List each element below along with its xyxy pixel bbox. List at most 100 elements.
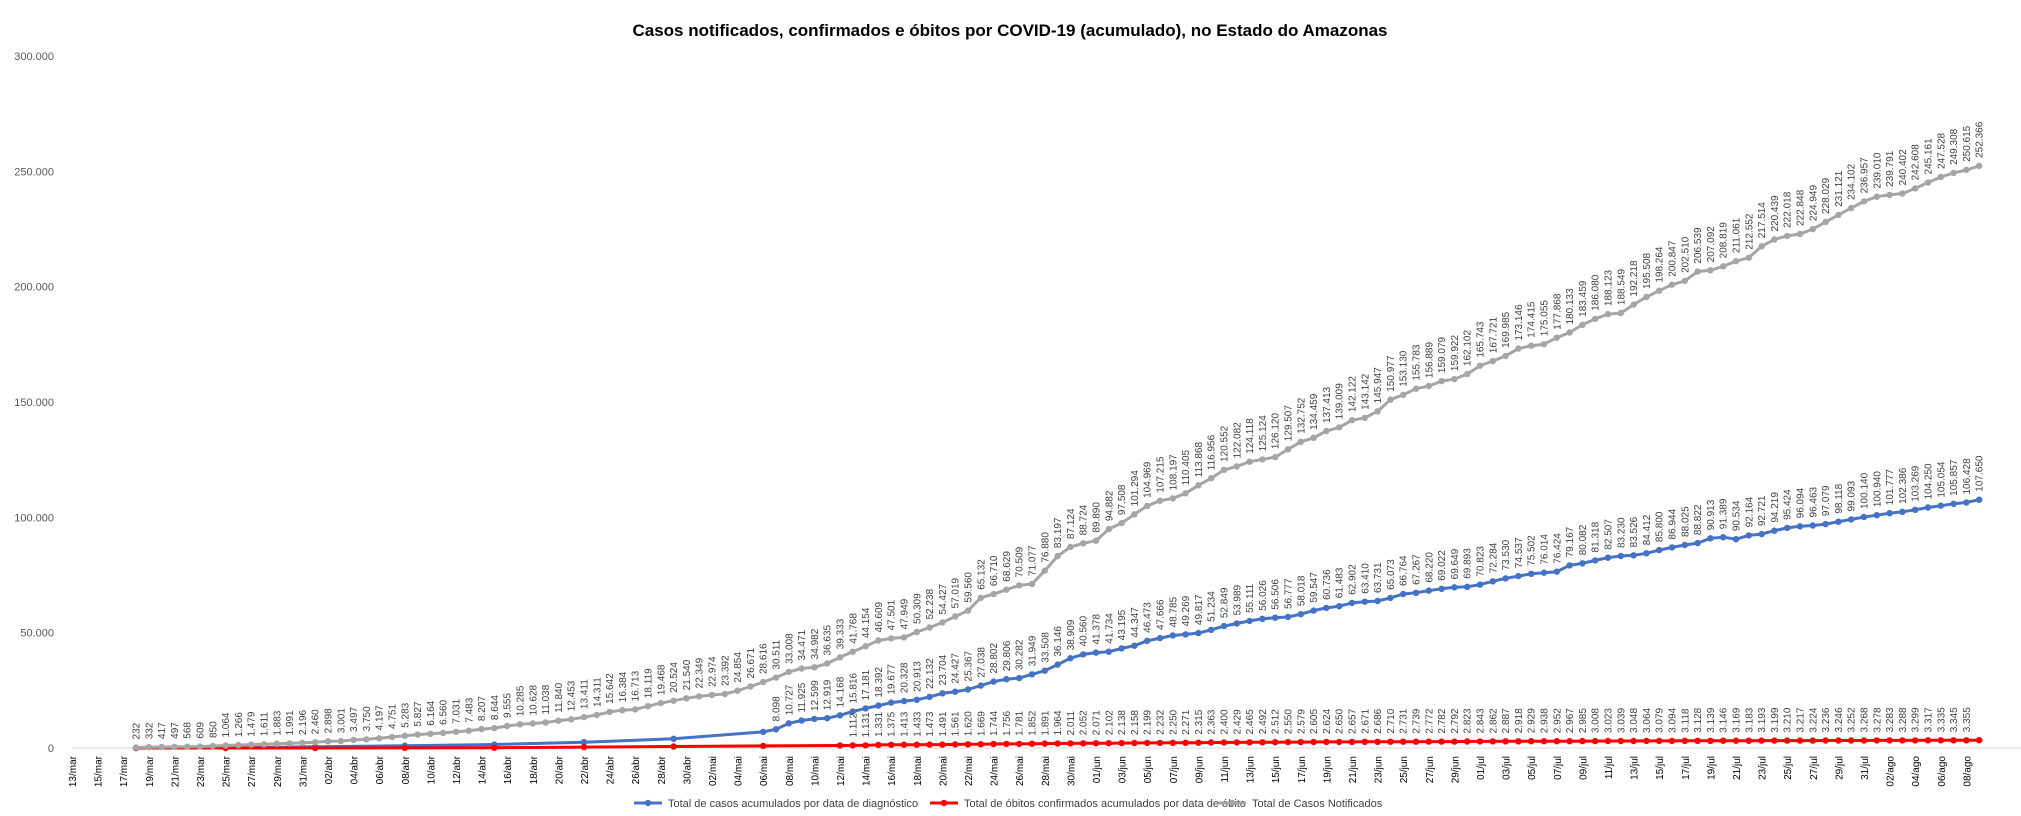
data-label: 19.468 <box>656 664 667 695</box>
data-label: 36.635 <box>823 624 834 655</box>
data-label: 4.751 <box>388 704 399 729</box>
data-label: 2.657 <box>1348 708 1359 733</box>
data-label: 2.843 <box>1476 708 1487 733</box>
data-label: 92.721 <box>1757 495 1768 526</box>
y-tick-label: 200.000 <box>14 282 54 294</box>
data-label: 41.734 <box>1104 613 1115 644</box>
series-1-point <box>1361 598 1369 605</box>
series-2-point <box>1284 738 1292 746</box>
data-label: 79.167 <box>1565 526 1576 557</box>
series-2-point <box>1489 738 1497 745</box>
series-2-point <box>1400 738 1407 745</box>
series-1-point <box>1195 629 1202 637</box>
data-label: 36.146 <box>1053 626 1064 657</box>
series-3-point <box>427 730 434 737</box>
series-3-point <box>785 668 792 676</box>
data-label: 217.514 <box>1757 202 1768 239</box>
x-tick-label: 04/abr <box>350 755 361 784</box>
data-label: 70.509 <box>1015 546 1026 577</box>
series-2-point <box>1361 738 1369 745</box>
series-3-point <box>683 695 690 702</box>
series-1-point <box>1745 532 1753 539</box>
series-3-point <box>862 643 869 650</box>
series-2-point <box>1028 740 1036 747</box>
series-1-point <box>1796 523 1804 530</box>
series-1-point <box>772 726 780 733</box>
series-3-point <box>1668 281 1676 288</box>
data-label: 47.666 <box>1156 599 1167 630</box>
data-label: 16.384 <box>618 671 629 702</box>
series-3-point <box>1745 254 1753 261</box>
series-3-point <box>1784 232 1791 240</box>
data-label: 122.082 <box>1232 422 1243 459</box>
series-3-point <box>1912 185 1919 192</box>
series-1-point <box>824 715 831 722</box>
data-label: 66.764 <box>1399 555 1410 586</box>
data-label: 2.052 <box>1079 710 1090 735</box>
series-3-point <box>926 624 933 631</box>
data-label: 83.526 <box>1629 516 1640 547</box>
x-tick-label: 19/mar <box>145 755 156 787</box>
data-label: 31.949 <box>1028 635 1039 666</box>
series-2-point <box>1630 737 1637 745</box>
data-label: 200.847 <box>1668 240 1679 277</box>
series-3-point <box>1438 377 1445 385</box>
series-2-point <box>836 742 844 749</box>
series-3-point <box>696 693 703 700</box>
data-label: 2.271 <box>1181 709 1192 734</box>
data-label: 3.278 <box>1872 707 1883 732</box>
data-label: 47.501 <box>887 599 898 630</box>
data-label: 1.781 <box>1015 710 1026 735</box>
series-3-point <box>388 733 396 741</box>
series-3-point <box>299 739 306 747</box>
x-tick-label: 04/mai <box>734 756 745 786</box>
data-label: 3.210 <box>1783 707 1794 732</box>
data-label: 108.197 <box>1168 454 1179 491</box>
series-3-point <box>1937 173 1945 181</box>
series-2-point <box>1272 739 1279 746</box>
series-3-point <box>1016 582 1023 589</box>
series-3-point <box>888 635 895 642</box>
data-label: 102.386 <box>1898 467 1909 504</box>
series-3-point <box>401 732 408 739</box>
data-label: 2.011 <box>1066 711 1077 736</box>
data-label: 62.902 <box>1348 564 1359 595</box>
data-label: 2.739 <box>1412 708 1423 733</box>
data-label: 54.427 <box>938 583 949 614</box>
series-3-point <box>1220 466 1228 474</box>
series-3-point <box>324 738 332 745</box>
x-tick-label: 19/jul <box>1706 756 1717 780</box>
x-tick-label: 23/jun <box>1374 756 1385 783</box>
series-3-point <box>811 664 818 671</box>
data-label: 2.772 <box>1424 708 1435 733</box>
series-1-point <box>862 705 869 712</box>
series-2-point <box>1758 737 1765 744</box>
series-1-point <box>798 717 805 724</box>
data-label: 10.628 <box>528 684 539 715</box>
data-label: 2.250 <box>1168 709 1179 734</box>
series-3-point <box>1643 293 1650 301</box>
series-3-point <box>1361 414 1369 421</box>
series-3-point <box>1963 166 1970 174</box>
series-2-point <box>1694 737 1701 744</box>
series-3-point <box>1464 370 1471 378</box>
data-label: 156.889 <box>1424 342 1435 379</box>
series-3-point <box>1412 385 1420 392</box>
data-label: 65.132 <box>976 559 987 590</box>
x-tick-label: 14/mai <box>862 756 873 786</box>
data-label: 224.949 <box>1808 185 1819 222</box>
data-label: 60.736 <box>1322 569 1333 600</box>
data-label: 12.453 <box>567 680 578 711</box>
series-3-point <box>1246 458 1253 465</box>
legend-marker <box>1228 799 1236 807</box>
y-tick-label: 300.000 <box>14 51 54 63</box>
data-label: 2.624 <box>1322 708 1333 733</box>
series-3-point <box>990 590 997 598</box>
x-tick-label: 01/jun <box>1092 756 1103 783</box>
data-label: 165.743 <box>1476 321 1487 358</box>
legend-marker <box>940 799 948 807</box>
x-tick-label: 21/jul <box>1732 756 1743 780</box>
data-label: 10.285 <box>516 685 527 716</box>
series-2-point <box>1681 737 1689 744</box>
series-1-point <box>1246 617 1253 625</box>
